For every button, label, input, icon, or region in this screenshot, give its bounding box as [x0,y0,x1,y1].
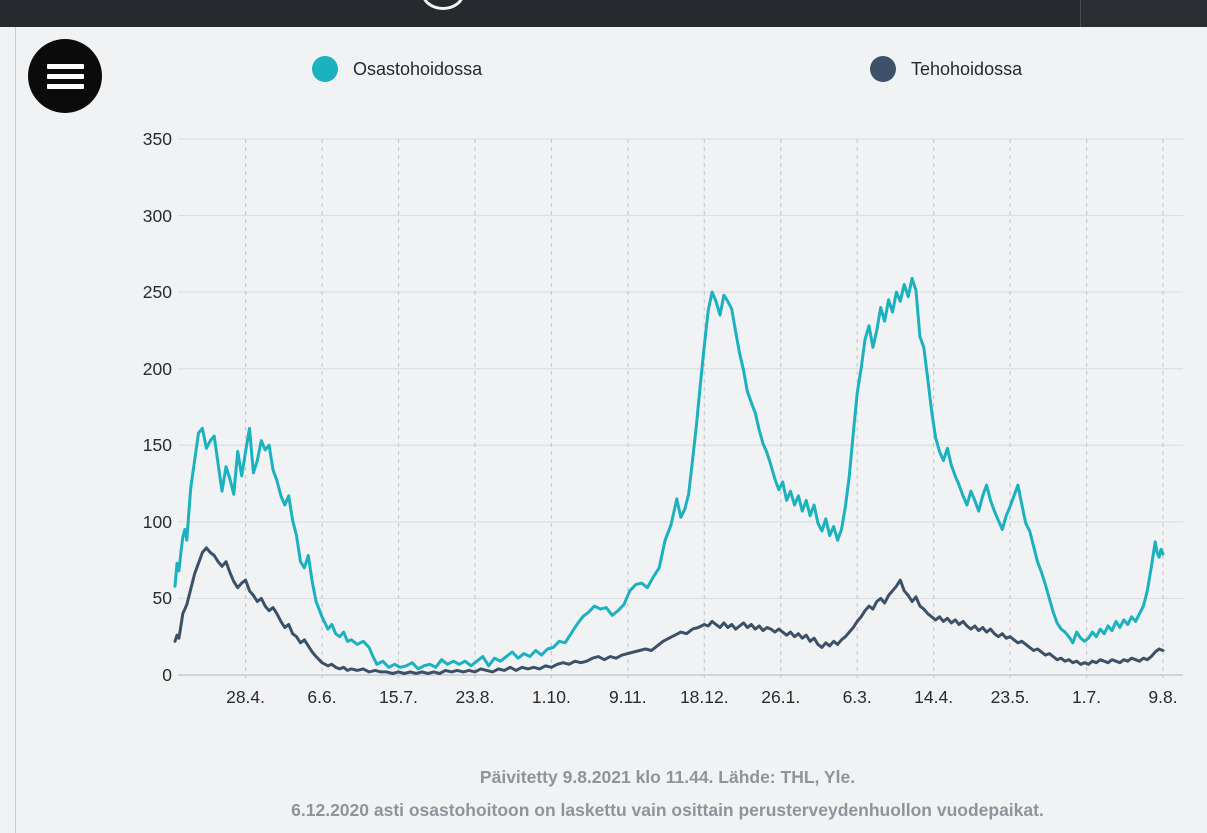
y-axis-label: 300 [142,205,172,226]
y-axis-label: 0 [162,665,172,685]
legend-label: Tehohoidossa [911,58,1023,79]
hamburger-icon [46,63,84,69]
top-bar-right-section [1081,0,1207,27]
y-axis-label: 200 [142,358,172,379]
y-axis-label: 100 [142,511,172,532]
y-axis-label: 350 [142,129,172,149]
legend-item-osastohoidossa[interactable]: Osastohoidossa [312,54,482,84]
top-bar [0,0,1207,27]
x-axis-label: 18.12. [679,687,729,707]
legend-swatch-tehohoidossa [870,56,896,82]
menu-button[interactable] [28,39,102,113]
series-line-tehohoidossa [173,546,1165,675]
x-axis-label: 23.5. [990,687,1030,707]
x-axis-label: 28.4. [226,687,266,707]
x-axis-label: 9.8. [1148,687,1178,707]
chart-footer: Päivitetty 9.8.2021 klo 11.44. Lähde: TH… [140,761,1195,827]
x-axis-label: 14.4. [914,687,954,707]
legend-item-tehohoidossa[interactable]: Tehohoidossa [870,54,1022,84]
y-axis-label: 150 [142,435,172,456]
top-bar-divider [1080,0,1081,27]
x-axis-label: 6.6. [307,687,337,707]
x-axis-label: 15.7. [379,687,418,707]
chart-updated-note: Päivitetty 9.8.2021 klo 11.44. Lähde: TH… [479,767,856,787]
x-axis-label: 9.11. [609,687,647,707]
x-axis-label: 6.3. [842,687,872,707]
y-axis-label: 250 [142,282,172,303]
y-axis-label: 50 [152,588,172,609]
x-axis-label: 23.8. [455,687,495,707]
chart-footnote: 6.12.2020 asti osastohoitoon on laskettu… [291,800,1044,820]
x-axis-label: 1.10. [531,687,571,707]
series-line-osastohoidossa [173,276,1165,671]
legend-label: Osastohoidossa [353,58,483,79]
content-left-border [15,27,16,833]
legend-swatch-osastohoidossa [312,56,338,82]
x-axis-label: 1.7. [1071,687,1102,707]
x-axis-label: 26.1. [761,687,801,707]
